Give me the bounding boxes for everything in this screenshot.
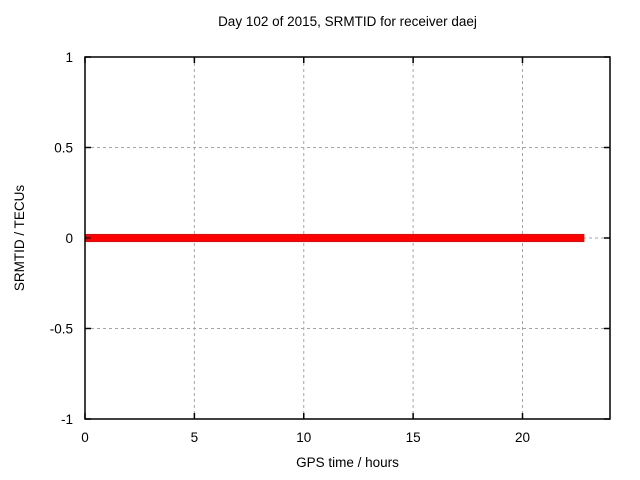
x-tick-label: 20 (515, 430, 530, 445)
x-tick-label: 5 (191, 430, 199, 445)
y-tick-label: -1 (61, 412, 73, 427)
chart-title: Day 102 of 2015, SRMTID for receiver dae… (218, 14, 477, 29)
y-tick-label: 0.5 (54, 141, 73, 156)
x-tick-label: 10 (296, 430, 311, 445)
y-tick-label: 1 (65, 50, 73, 65)
y-tick-label: -0.5 (50, 322, 73, 337)
x-tick-label: 0 (81, 430, 89, 445)
y-axis-label: SRMTID / TECUs (12, 184, 27, 292)
y-tick-label: 0 (65, 231, 73, 246)
x-tick-label: 15 (406, 430, 421, 445)
x-axis-label: GPS time / hours (296, 455, 399, 470)
